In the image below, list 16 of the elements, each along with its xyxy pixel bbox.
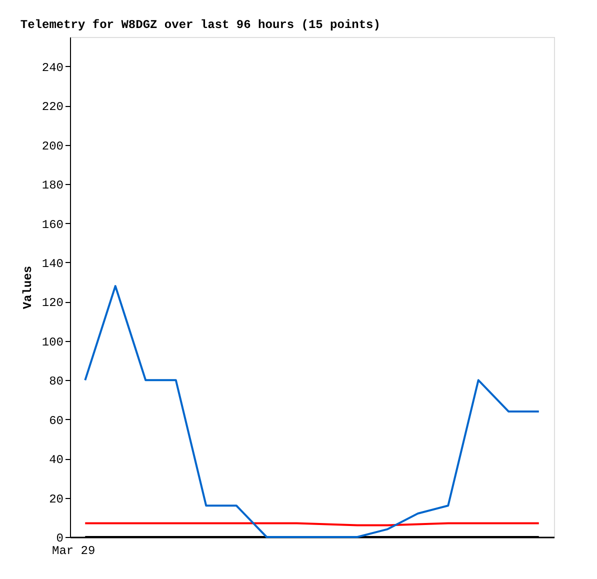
y-tick-label: 120	[42, 296, 64, 310]
y-tick-label: 60	[49, 414, 64, 428]
chart-title: Telemetry for W8DGZ over last 96 hours (15 points)	[20, 18, 380, 32]
y-tick-label: 140	[42, 256, 64, 271]
y-axis-title: Values	[20, 266, 35, 310]
y-tick-label: 20	[49, 492, 64, 506]
y-tick-label: 200	[42, 139, 64, 154]
y-tick-label: 40	[49, 453, 64, 468]
y-tick-label: 0	[56, 532, 64, 546]
y-tick-label: 160	[42, 218, 64, 232]
y-tick-label: 220	[42, 100, 64, 114]
y-tick-label: 80	[49, 374, 64, 389]
y-tick-label: 240	[42, 60, 64, 75]
y-tick-label: 180	[42, 178, 64, 193]
text: Mar 29	[52, 544, 96, 558]
y-tick-label: 100	[42, 335, 64, 350]
